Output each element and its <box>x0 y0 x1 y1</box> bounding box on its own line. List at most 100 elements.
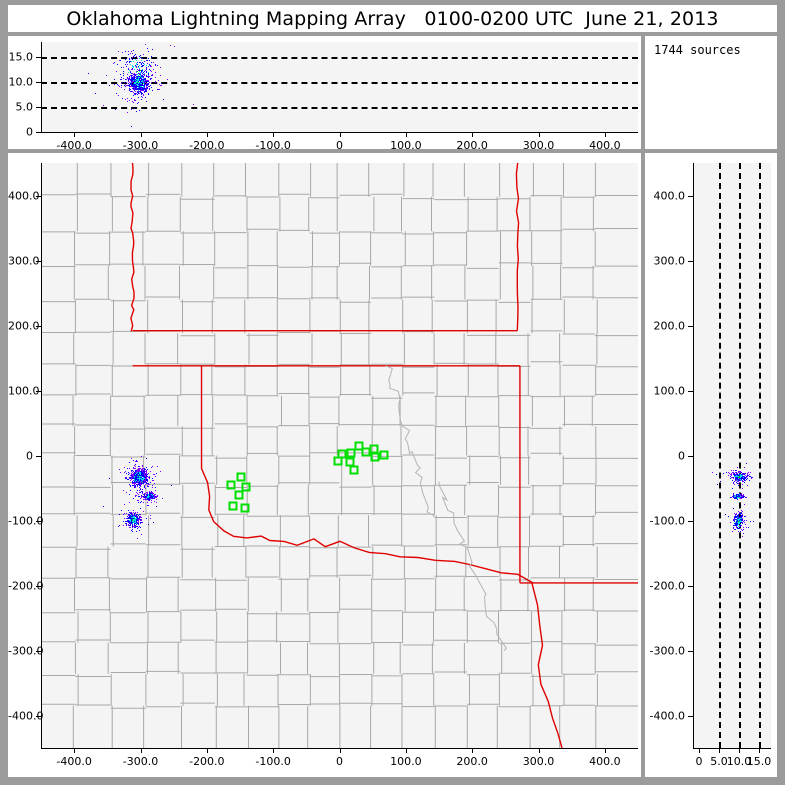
x-axis-tick-label: -200.0 <box>189 755 225 768</box>
lightning-source-point <box>737 483 739 485</box>
lightning-source-point <box>729 475 731 477</box>
lightning-source-point <box>151 467 153 469</box>
lightning-source-point <box>743 478 744 480</box>
lightning-source-point <box>151 479 153 481</box>
lightning-source-point <box>736 478 738 480</box>
lightning-source-point <box>143 492 145 494</box>
lightning-source-point <box>124 503 125 505</box>
altitude-vs-north-south-plot[interactable] <box>693 163 771 748</box>
lightning-source-point <box>134 520 136 521</box>
lightning-source-point <box>739 517 741 519</box>
lightning-source-point <box>739 480 741 482</box>
lightning-source-point <box>140 75 142 77</box>
lightning-source-point <box>142 481 144 483</box>
lightning-source-point <box>129 71 131 73</box>
lightning-source-point <box>149 59 151 61</box>
lightning-source-point <box>719 480 721 482</box>
lightning-source-point <box>737 478 739 479</box>
lightning-source-point <box>734 478 736 480</box>
lma-station-marker[interactable] <box>333 456 343 466</box>
lightning-source-point <box>741 520 743 522</box>
lightning-source-point <box>134 517 136 519</box>
lightning-source-point <box>142 72 144 74</box>
lightning-source-point <box>131 516 133 518</box>
lightning-source-point <box>129 61 131 63</box>
lightning-source-point <box>743 480 745 482</box>
lightning-source-point <box>151 75 153 76</box>
lightning-source-point <box>130 524 132 526</box>
lightning-source-point <box>139 515 140 517</box>
lightning-source-point <box>132 482 134 484</box>
lightning-source-point <box>149 88 151 90</box>
lma-station-marker[interactable] <box>370 452 380 462</box>
lightning-source-point <box>137 479 139 481</box>
lightning-source-point <box>738 518 740 519</box>
lightning-source-point <box>143 470 145 472</box>
lightning-source-point <box>136 88 138 90</box>
lightning-source-point <box>137 500 139 502</box>
lma-station-marker[interactable] <box>369 444 379 454</box>
lightning-source-point <box>135 89 137 91</box>
lightning-source-point <box>152 492 154 494</box>
lightning-source-point <box>733 469 735 471</box>
lightning-source-point <box>149 70 151 72</box>
lma-station-marker[interactable] <box>240 503 250 512</box>
lightning-source-point <box>741 529 743 531</box>
lightning-source-point <box>125 61 127 63</box>
lightning-source-point <box>740 496 742 498</box>
lma-station-marker[interactable] <box>236 472 246 482</box>
lightning-source-point <box>146 482 148 484</box>
lightning-source-point <box>735 469 737 471</box>
lightning-source-point <box>149 494 151 496</box>
lightning-source-point <box>138 70 140 72</box>
altitude-vs-east-west-plot[interactable] <box>41 42 638 132</box>
lma-station-marker[interactable] <box>346 448 356 458</box>
lightning-source-point <box>135 82 137 84</box>
lightning-source-point <box>131 81 133 83</box>
lightning-source-point <box>125 522 127 524</box>
plan-view-map-plot[interactable] <box>41 163 638 748</box>
lightning-source-point <box>738 471 740 472</box>
lightning-source-point <box>147 493 149 495</box>
lma-station-marker[interactable] <box>226 480 236 490</box>
lightning-source-point <box>738 484 740 486</box>
lightning-source-point <box>123 524 124 526</box>
lightning-source-point <box>740 510 742 511</box>
lightning-source-point <box>751 477 753 479</box>
x-axis-tick-label: -200.0 <box>189 139 225 152</box>
county-border <box>211 163 219 748</box>
county-border <box>41 608 638 615</box>
lma-station-marker[interactable] <box>234 490 244 500</box>
lightning-source-point <box>145 476 147 478</box>
lightning-source-point <box>129 513 131 515</box>
lightning-source-point <box>747 526 749 528</box>
lightning-source-point <box>145 70 147 72</box>
lma-station-marker[interactable] <box>379 450 389 460</box>
lightning-source-point <box>736 515 738 517</box>
lightning-source-point <box>144 493 146 495</box>
lma-station-marker[interactable] <box>354 441 364 451</box>
x-axis-tick <box>472 132 474 137</box>
lightning-source-point <box>133 89 135 91</box>
y-axis-tick-label: 400.0 <box>8 189 40 202</box>
lightning-source-point <box>137 523 139 525</box>
y-axis-tick-label: -400.0 <box>649 709 685 722</box>
lma-station-marker[interactable] <box>349 465 359 475</box>
lightning-source-point <box>134 78 136 80</box>
lma-station-marker[interactable] <box>241 482 251 492</box>
lightning-source-point <box>130 522 131 524</box>
lightning-source-point <box>140 91 141 93</box>
lightning-source-point <box>734 497 736 499</box>
lightning-source-point <box>727 472 729 474</box>
lightning-source-point <box>134 477 136 479</box>
lightning-source-point <box>132 85 134 87</box>
lightning-source-point <box>748 475 750 477</box>
lightning-source-point <box>109 478 111 480</box>
lightning-source-point <box>738 497 740 499</box>
lightning-source-point <box>131 476 132 478</box>
lightning-source-point <box>145 74 147 76</box>
lightning-source-point <box>137 476 139 478</box>
lma-station-marker[interactable] <box>345 457 355 467</box>
lma-station-marker[interactable] <box>228 501 238 511</box>
lightning-source-point <box>136 63 138 65</box>
